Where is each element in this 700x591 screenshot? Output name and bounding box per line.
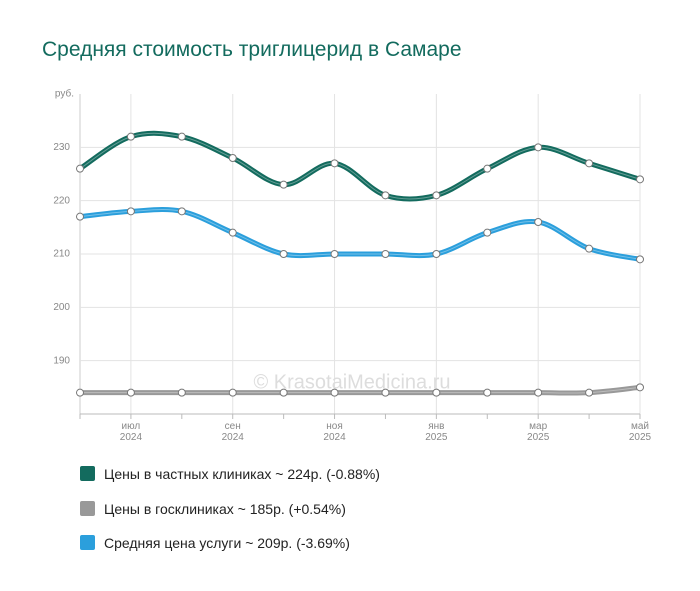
data-point [534, 388, 543, 397]
y-tick-label: 190 [53, 355, 70, 366]
x-tick-label: сен 2024 [221, 421, 244, 443]
y-tick-label: 220 [53, 195, 70, 206]
chart-title: Средняя стоимость триглицерид в Самаре [42, 38, 462, 61]
data-point [636, 255, 644, 264]
legend-swatch [80, 535, 95, 550]
data-point [279, 180, 288, 189]
legend-label: Средняя цена услуги ~ 209р. (-3.69%) [104, 535, 350, 551]
data-point [585, 388, 594, 397]
y-tick-label: 210 [53, 249, 70, 260]
data-point [177, 388, 186, 397]
data-point [585, 244, 594, 253]
data-point [636, 383, 644, 392]
x-tick-label: июл 2024 [119, 421, 143, 443]
data-point [585, 159, 594, 168]
data-point [636, 175, 644, 184]
data-point [177, 207, 186, 216]
data-point [330, 388, 339, 397]
x-tick-label: май 2025 [628, 421, 652, 443]
y-axis-label: руб. [55, 88, 74, 100]
legend-label: Цены в госклиниках ~ 185р. (+0.54%) [104, 500, 346, 517]
data-point [279, 388, 288, 397]
series-line [79, 384, 641, 396]
data-point [483, 228, 492, 237]
series-line-highlight [79, 209, 641, 260]
legend-item: Средняя цена услуги ~ 209р. (-3.69%) [80, 534, 350, 552]
x-tick-label: мар 2025 [527, 421, 550, 443]
x-tick-label: ноя 2024 [323, 421, 346, 443]
series-line [78, 130, 641, 202]
legend-swatch [80, 500, 95, 516]
data-point [483, 164, 492, 173]
data-point [126, 388, 135, 397]
data-point [177, 132, 186, 141]
data-point [432, 191, 441, 200]
series-line-highlight [79, 386, 641, 394]
legend-item: Цены в частных клиниках ~ 224р. (-0.88%) [80, 465, 380, 483]
y-tick-label: 200 [53, 302, 70, 313]
data-point [126, 207, 135, 216]
data-point [228, 228, 237, 237]
data-point [279, 250, 288, 258]
legend-swatch [80, 466, 95, 481]
data-point [76, 212, 84, 221]
data-point [228, 154, 237, 162]
data-point [381, 388, 390, 397]
data-point [381, 191, 390, 200]
data-point [228, 388, 237, 397]
data-point [432, 388, 441, 397]
data-point [330, 159, 339, 168]
series-line-highlight [79, 132, 641, 200]
y-tick-label: 230 [53, 142, 70, 153]
data-point [534, 143, 543, 152]
series-line [79, 207, 641, 262]
data-point [483, 388, 492, 397]
watermark: © KrasotaiMedicina.ru [253, 371, 450, 393]
data-point [76, 164, 84, 173]
legend-label: Цены в частных клиниках ~ 224р. (-0.88%) [104, 466, 380, 482]
data-point [381, 250, 390, 258]
data-point [76, 388, 84, 397]
x-tick-label: янв 2025 [425, 421, 448, 443]
data-point [432, 250, 441, 258]
legend-item: Цены в госклиниках ~ 185р. (+0.54%) [80, 500, 346, 518]
data-point [126, 132, 135, 141]
data-point [330, 250, 339, 258]
data-point [534, 218, 543, 226]
